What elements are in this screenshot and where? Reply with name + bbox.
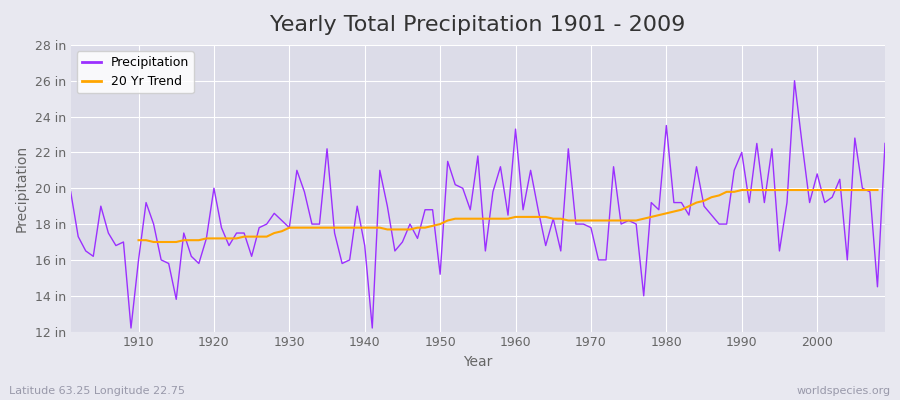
X-axis label: Year: Year <box>464 355 492 369</box>
Precipitation <box>133 258 144 262</box>
Precipitation <box>66 190 77 194</box>
Precipitation <box>518 207 528 212</box>
20 Yr Trend <box>314 225 325 230</box>
Precipitation <box>299 190 310 194</box>
Precipitation <box>126 326 137 330</box>
Precipitation <box>510 127 521 132</box>
Y-axis label: Precipitation: Precipitation <box>15 145 29 232</box>
20 Yr Trend <box>736 188 747 192</box>
Precipitation <box>345 258 356 262</box>
20 Yr Trend <box>367 225 378 230</box>
20 Yr Trend <box>721 190 732 194</box>
20 Yr Trend <box>533 214 544 219</box>
20 Yr Trend <box>133 238 144 242</box>
Precipitation <box>608 164 619 169</box>
20 Yr Trend <box>872 188 883 192</box>
20 Yr Trend <box>148 240 159 244</box>
Text: Latitude 63.25 Longitude 22.75: Latitude 63.25 Longitude 22.75 <box>9 386 185 396</box>
Text: worldspecies.org: worldspecies.org <box>796 386 891 396</box>
Legend: Precipitation, 20 Yr Trend: Precipitation, 20 Yr Trend <box>76 51 194 93</box>
20 Yr Trend <box>337 225 347 230</box>
Precipitation <box>789 78 800 83</box>
Precipitation <box>879 141 890 146</box>
20 Yr Trend <box>510 214 521 219</box>
Title: Yearly Total Precipitation 1901 - 2009: Yearly Total Precipitation 1901 - 2009 <box>270 15 686 35</box>
Line: 20 Yr Trend: 20 Yr Trend <box>139 190 878 242</box>
Line: Precipitation: Precipitation <box>71 81 885 328</box>
